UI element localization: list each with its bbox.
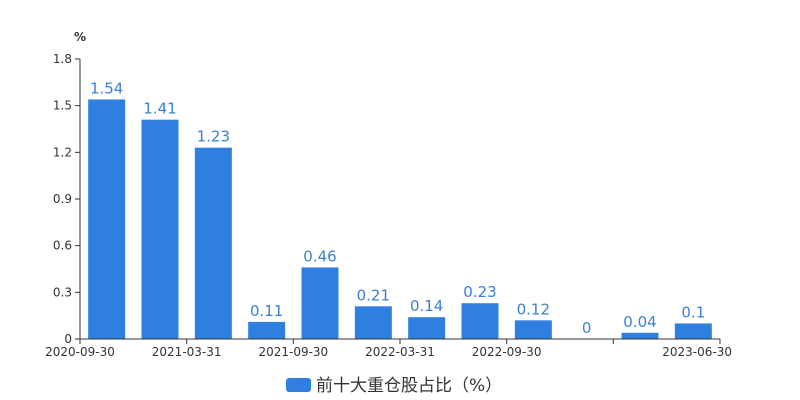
- bar[interactable]: [301, 267, 339, 339]
- x-tick-label: 2021-03-31: [152, 345, 222, 359]
- data-label: 0.1: [681, 303, 705, 321]
- x-tick-label: 2020-09-30: [45, 345, 115, 359]
- y-tick-label: 1.5: [53, 99, 72, 113]
- data-label: 1.23: [197, 128, 230, 146]
- data-label: 0.12: [517, 300, 550, 318]
- bar[interactable]: [621, 332, 659, 339]
- data-label: 0.04: [623, 313, 656, 331]
- data-label: 1.41: [143, 100, 176, 118]
- bar[interactable]: [88, 99, 126, 339]
- bars-group: [88, 99, 712, 340]
- legend-swatch: [286, 378, 311, 392]
- y-tick-label: 1.2: [53, 145, 72, 159]
- bar[interactable]: [514, 320, 552, 339]
- bar[interactable]: [461, 303, 499, 339]
- y-axis-unit-label: %: [74, 30, 86, 44]
- x-axis: 2020-09-30 2021-03-31 2021-09-30 2022-03-31…: [45, 338, 732, 359]
- bar[interactable]: [141, 119, 179, 340]
- data-labels-group: 1.54 1.41 1.23 0.11 0.46 0.21 0.14 0.23 0.12 0 0.0…: [90, 79, 705, 337]
- data-label: 1.54: [90, 79, 123, 97]
- y-tick-label: 1.8: [53, 52, 72, 66]
- bar[interactable]: [248, 321, 286, 339]
- x-tick-label: 2022-09-30: [472, 345, 542, 359]
- bar[interactable]: [674, 323, 712, 339]
- legend[interactable]: 前十大重仓股占比（%）: [286, 376, 502, 396]
- y-tick-label: 0: [64, 332, 72, 346]
- data-label: 0.21: [357, 286, 390, 304]
- bar[interactable]: [354, 306, 392, 339]
- data-label: 0.23: [463, 283, 496, 301]
- data-label: 0: [582, 319, 592, 337]
- data-label: 0.46: [303, 247, 336, 265]
- y-tick-label: 0.3: [53, 285, 72, 299]
- legend-label: 前十大重仓股占比（%）: [316, 376, 502, 396]
- y-axis: 0 0.3 0.6 0.9 1.2 1.5 1.8: [53, 52, 81, 346]
- data-label: 0.14: [410, 297, 443, 315]
- y-tick-label: 0.9: [53, 192, 72, 206]
- x-tick-label: 2021-09-30: [258, 345, 328, 359]
- y-tick-label: 0.6: [53, 239, 72, 253]
- bar[interactable]: [408, 317, 446, 339]
- x-tick-label: 2023-06-30: [662, 345, 732, 359]
- x-tick-label: 2022-03-31: [365, 345, 435, 359]
- bar[interactable]: [194, 147, 232, 339]
- data-label: 0.11: [250, 302, 283, 320]
